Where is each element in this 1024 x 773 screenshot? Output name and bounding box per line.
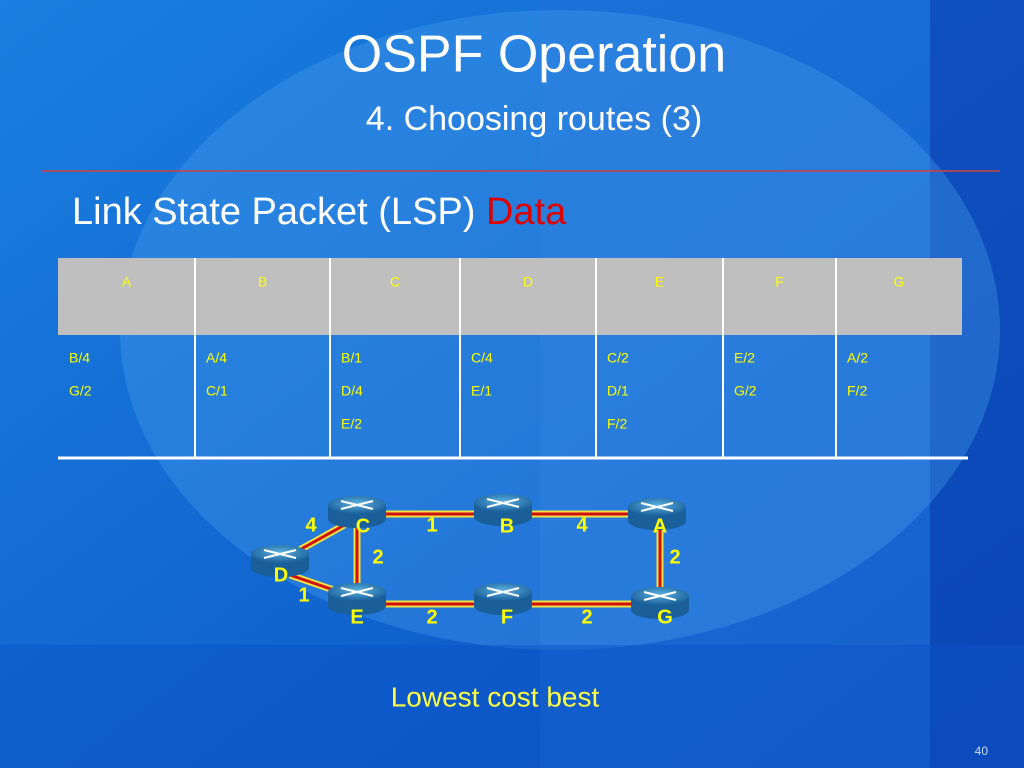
table-cell: C/1 <box>206 383 228 399</box>
node-label: B <box>500 515 514 537</box>
table-cell: A/2 <box>847 350 868 366</box>
router-bottom <box>631 601 689 619</box>
router-bottom <box>628 512 686 530</box>
subtitle: 4. Choosing routes (3) <box>366 100 702 138</box>
router-arrows <box>340 500 374 510</box>
link-cost: 2 <box>426 606 437 628</box>
router-bottom <box>328 597 386 615</box>
table-header: C <box>390 274 400 290</box>
link-cost: 1 <box>426 514 437 536</box>
table-cell: D/1 <box>607 383 629 399</box>
table-cell: F/2 <box>607 416 627 432</box>
node-label: A <box>653 515 667 537</box>
table-header: A <box>122 274 132 290</box>
table-cell: F/2 <box>847 383 867 399</box>
table-cell: A/4 <box>206 350 227 366</box>
router-arrows <box>643 591 677 601</box>
table-header: D <box>523 274 533 290</box>
table-header: E <box>655 274 664 290</box>
router-bottom <box>328 510 386 528</box>
node-label: E <box>350 606 363 628</box>
link-cost: 2 <box>581 606 592 628</box>
router-bottom <box>251 559 309 577</box>
table-header: F <box>775 274 784 290</box>
heading: Link State Packet (LSP) Data <box>72 191 567 233</box>
table-cell: D/4 <box>341 383 363 399</box>
table-cell: G/2 <box>69 383 92 399</box>
caption: Lowest cost best <box>391 681 600 712</box>
link-cost: 2 <box>669 546 680 568</box>
table-cell: E/2 <box>734 350 755 366</box>
node-label: G <box>657 606 673 628</box>
router-arrows <box>486 498 520 508</box>
band <box>540 0 930 768</box>
table-cell: B/1 <box>341 350 362 366</box>
band <box>0 645 1024 768</box>
link-cost: 4 <box>305 514 317 536</box>
table-cell: C/2 <box>607 350 629 366</box>
table-cell: E/1 <box>471 383 492 399</box>
page-number: 40 <box>975 744 989 758</box>
router-arrows <box>340 587 374 597</box>
link-cost: 1 <box>298 584 309 606</box>
heading-highlight: Data <box>486 191 567 233</box>
table-header: G <box>894 274 905 290</box>
node-label: D <box>274 564 288 586</box>
table-cell: B/4 <box>69 350 90 366</box>
table-header: B <box>258 274 267 290</box>
table-cell: C/4 <box>471 350 493 366</box>
router-bottom <box>474 508 532 526</box>
table-cell: E/2 <box>341 416 362 432</box>
router-bottom <box>474 597 532 615</box>
router-arrows <box>486 587 520 597</box>
title: OSPF Operation <box>342 26 726 84</box>
link-cost: 2 <box>372 546 383 568</box>
heading-text: Link State Packet (LSP) <box>72 191 475 233</box>
router-arrows <box>263 549 297 559</box>
link-cost: 4 <box>576 514 588 536</box>
band <box>930 0 1024 768</box>
node-label: C <box>356 515 370 537</box>
table-header-bg <box>58 258 962 335</box>
node-label: F <box>501 606 513 628</box>
table-cell: G/2 <box>734 383 757 399</box>
router-arrows <box>640 502 674 512</box>
